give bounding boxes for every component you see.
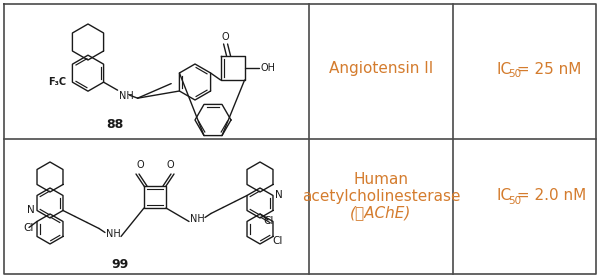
Text: NH: NH [190,215,205,224]
Text: NH: NH [119,91,133,101]
Text: 50: 50 [509,69,521,79]
Text: OH: OH [260,63,275,73]
Text: Cl: Cl [272,236,283,246]
Text: 88: 88 [106,118,124,131]
Text: F₃C: F₃C [48,77,67,87]
Text: IC: IC [497,188,512,203]
Text: = 25 nM: = 25 nM [512,61,582,76]
Text: O: O [166,160,174,170]
Text: Cl: Cl [263,216,274,226]
Text: N: N [275,190,283,200]
Text: = 2.0 nM: = 2.0 nM [512,188,587,203]
Text: Human: Human [353,172,409,187]
Text: acetylcholinesterase: acetylcholinesterase [302,188,460,203]
Text: 99: 99 [112,257,128,270]
Text: Cl: Cl [23,224,34,234]
Text: O: O [222,32,229,42]
Text: IC: IC [497,61,512,76]
Text: N: N [27,205,35,215]
Text: NH: NH [106,229,121,239]
Text: 50: 50 [509,196,521,206]
Text: O: O [136,160,144,170]
Text: Angiotensin II: Angiotensin II [329,61,433,76]
Text: (ℊAChE): (ℊAChE) [350,205,412,220]
